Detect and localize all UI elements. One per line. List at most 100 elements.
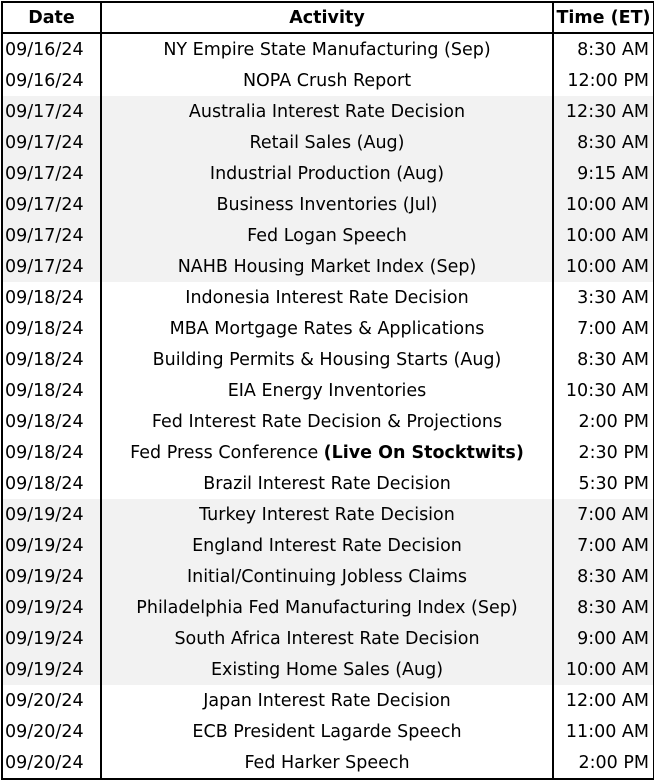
table-row: 09/19/24 Existing Home Sales (Aug) 10:00 A… [1, 654, 654, 685]
activity-cell: MBA Mortgage Rates & Applications [100, 313, 554, 344]
table-header: Date Activity Time (ET) [1, 1, 654, 34]
table-row: 09/17/24 Retail Sales (Aug) 8:30 AM [1, 127, 654, 158]
date-cell: 09/17/24 [1, 96, 102, 127]
date-cell: 09/19/24 [1, 654, 102, 685]
time-cell: 8:30 AM [552, 344, 654, 375]
activity-text: NOPA Crush Report [242, 70, 412, 91]
table-row: 09/16/24 NY Empire State Manufacturing (S… [1, 33, 654, 65]
activity-cell: Brazil Interest Rate Decision [100, 468, 554, 499]
activity-cell: Business Inventories (Jul) [100, 189, 554, 220]
date-cell: 09/20/24 [1, 716, 102, 747]
table-row: 09/18/24 Fed Interest Rate Decision & Pro… [1, 406, 654, 437]
activity-cell: Japan Interest Rate Decision [100, 685, 554, 716]
table-row: 09/18/24 Building Permits & Housing Start… [1, 344, 654, 375]
activity-text: Australia Interest Rate Decision [188, 101, 466, 122]
header-cell: Time (ET) [552, 1, 654, 34]
table-row: 09/17/24 Industrial Production (Aug) 9:15 … [1, 158, 654, 189]
date-cell: 09/19/24 [1, 623, 102, 654]
table-row: 09/17/24 Fed Logan Speech 10:00 AM [1, 220, 654, 251]
time-cell: 8:30 AM [552, 127, 654, 158]
table-row: 09/18/24 MBA Mortgage Rates & Application… [1, 313, 654, 344]
time-cell: 7:00 AM [552, 313, 654, 344]
date-cell: 09/18/24 [1, 375, 102, 406]
table-row: 09/20/24 ECB President Lagarde Speech 11:0… [1, 716, 654, 747]
date-cell: 09/17/24 [1, 127, 102, 158]
activity-text: ECB President Lagarde Speech [192, 721, 462, 742]
date-cell: 09/19/24 [1, 530, 102, 561]
activity-text: Building Permits & Housing Starts (Aug) [152, 349, 502, 370]
activity-text: Philadelphia Fed Manufacturing Index (Se… [136, 597, 518, 618]
activity-cell: Initial/Continuing Jobless Claims [100, 561, 554, 592]
date-cell: 09/20/24 [1, 685, 102, 716]
date-cell: 09/17/24 [1, 189, 102, 220]
date-cell: 09/17/24 [1, 158, 102, 189]
activity-cell: Fed Logan Speech [100, 220, 554, 251]
header-cell: Activity [100, 1, 554, 34]
time-cell: 12:00 AM [552, 685, 654, 716]
table-row: 09/18/24 Indonesia Interest Rate Decision… [1, 282, 654, 313]
time-cell: 12:30 AM [552, 96, 654, 127]
date-cell: 09/18/24 [1, 344, 102, 375]
date-cell: 09/16/24 [1, 65, 102, 96]
activity-text: South Africa Interest Rate Decision [174, 628, 480, 649]
activity-text: Turkey Interest Rate Decision [199, 504, 455, 525]
header-row: Date Activity Time (ET) [1, 1, 654, 34]
activity-cell: Australia Interest Rate Decision [100, 96, 554, 127]
time-cell: 10:30 AM [552, 375, 654, 406]
activity-cell: NY Empire State Manufacturing (Sep) [100, 33, 554, 65]
date-cell: 09/19/24 [1, 499, 102, 530]
activity-text: Existing Home Sales (Aug) [210, 659, 444, 680]
table-row: 09/19/24 South Africa Interest Rate Decis… [1, 623, 654, 654]
activity-bold-text: (Live On Stocktwits) [323, 442, 524, 463]
activity-cell: Indonesia Interest Rate Decision [100, 282, 554, 313]
time-cell: 2:30 PM [552, 437, 654, 468]
time-cell: 9:00 AM [552, 623, 654, 654]
activity-text: MBA Mortgage Rates & Applications [169, 318, 485, 339]
activity-cell: Fed Harker Speech [100, 747, 554, 780]
activity-text: NAHB Housing Market Index (Sep) [177, 256, 477, 277]
activity-text: Fed Logan Speech [247, 225, 407, 246]
date-cell: 09/18/24 [1, 282, 102, 313]
time-cell: 8:30 AM [552, 33, 654, 65]
time-cell: 11:00 AM [552, 716, 654, 747]
activity-cell: Existing Home Sales (Aug) [100, 654, 554, 685]
time-cell: 8:30 AM [552, 592, 654, 623]
header-cell: Date [1, 1, 102, 34]
activity-cell: South Africa Interest Rate Decision [100, 623, 554, 654]
activity-text: Brazil Interest Rate Decision [203, 473, 451, 494]
activity-cell: ECB President Lagarde Speech [100, 716, 554, 747]
table-row: 09/19/24 Initial/Continuing Jobless Claim… [1, 561, 654, 592]
activity-cell: England Interest Rate Decision [100, 530, 554, 561]
table-row: 09/19/24 England Interest Rate Decision 7:… [1, 530, 654, 561]
time-cell: 10:00 AM [552, 654, 654, 685]
activity-text: Business Inventories (Jul) [216, 194, 438, 215]
activity-cell: Retail Sales (Aug) [100, 127, 554, 158]
time-cell: 7:00 AM [552, 499, 654, 530]
activity-cell: EIA Energy Inventories [100, 375, 554, 406]
date-cell: 09/18/24 [1, 468, 102, 499]
activity-text: Initial/Continuing Jobless Claims [186, 566, 468, 587]
activity-text: Fed Interest Rate Decision & Projections [151, 411, 503, 432]
table-row: 09/17/24 Australia Interest Rate Decision… [1, 96, 654, 127]
date-cell: 09/20/24 [1, 747, 102, 780]
time-cell: 8:30 AM [552, 561, 654, 592]
date-cell: 09/18/24 [1, 437, 102, 468]
time-cell: 5:30 PM [552, 468, 654, 499]
activity-text: Retail Sales (Aug) [249, 132, 405, 153]
date-cell: 09/19/24 [1, 561, 102, 592]
activity-text: England Interest Rate Decision [192, 535, 462, 556]
activity-cell: Building Permits & Housing Starts (Aug) [100, 344, 554, 375]
table-row: 09/18/24 Fed Press Conference (Live On Sto… [1, 437, 654, 468]
activity-cell: Philadelphia Fed Manufacturing Index (Se… [100, 592, 554, 623]
table-row: 09/18/24 Brazil Interest Rate Decision 5:3… [1, 468, 654, 499]
table-row: 09/18/24 EIA Energy Inventories 10:30 AM [1, 375, 654, 406]
time-cell: 9:15 AM [552, 158, 654, 189]
activity-cell: NOPA Crush Report [100, 65, 554, 96]
table-row: 09/19/24 Philadelphia Fed Manufacturing I… [1, 592, 654, 623]
time-cell: 10:00 AM [552, 220, 654, 251]
activity-text: Japan Interest Rate Decision [203, 690, 451, 711]
date-cell: 09/18/24 [1, 406, 102, 437]
time-cell: 2:00 PM [552, 747, 654, 780]
